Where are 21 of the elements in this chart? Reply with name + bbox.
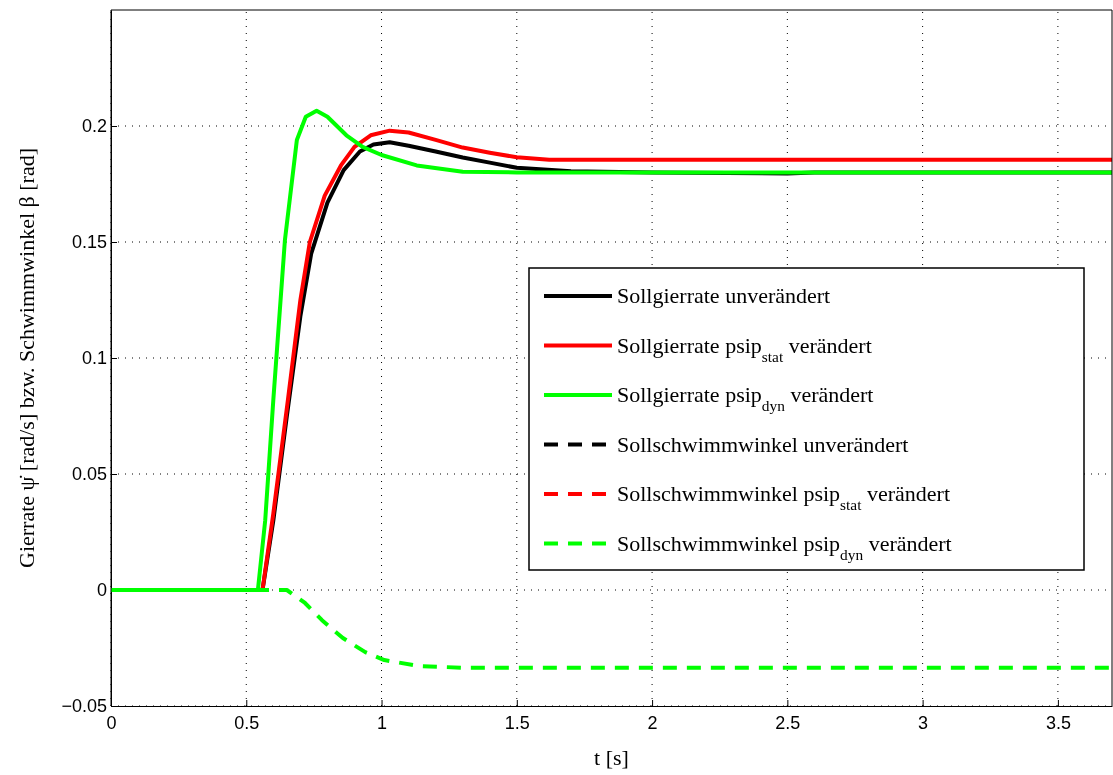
y-tick-label: 0.2	[81, 116, 107, 137]
y-axis-title: Gierrate ψ̇ [rad/s] bzw. Schwimmwinkel β [rad]	[14, 147, 39, 569]
y-tick-label: −0.05	[61, 696, 107, 717]
legend-label: Sollschwimmwinkel psip$_{stat}$ verändert	[617, 481, 950, 513]
legend-label: Sollgierrate psip$_{dyn}$ verändert	[617, 382, 874, 414]
x-tick-label: 2.5	[775, 712, 801, 733]
legend-label: Sollgierrate unverändert	[617, 283, 831, 308]
x-tick-label: 1	[377, 712, 388, 733]
x-tick-label: 1.5	[504, 712, 530, 733]
y-tick-label: 0.15	[71, 232, 107, 253]
y-tick-label: 0.05	[71, 464, 107, 485]
x-tick-label: 3.5	[1045, 712, 1071, 733]
legend-label: Sollschwimmwinkel psip$_{dyn}$ verändert	[617, 530, 952, 562]
x-tick-label: 2	[647, 712, 658, 733]
legend-label: Sollschwimmwinkel unverändert	[617, 431, 909, 457]
legend-label: Sollgierrate psip$_{stat}$ verändert	[617, 332, 872, 364]
x-axis-title: t [s]	[594, 745, 629, 770]
y-tick-label: 0	[96, 580, 107, 601]
y-tick-label: 0.1	[81, 348, 107, 369]
x-tick-label: 0.5	[234, 712, 260, 733]
x-tick-label: 3	[918, 712, 929, 733]
